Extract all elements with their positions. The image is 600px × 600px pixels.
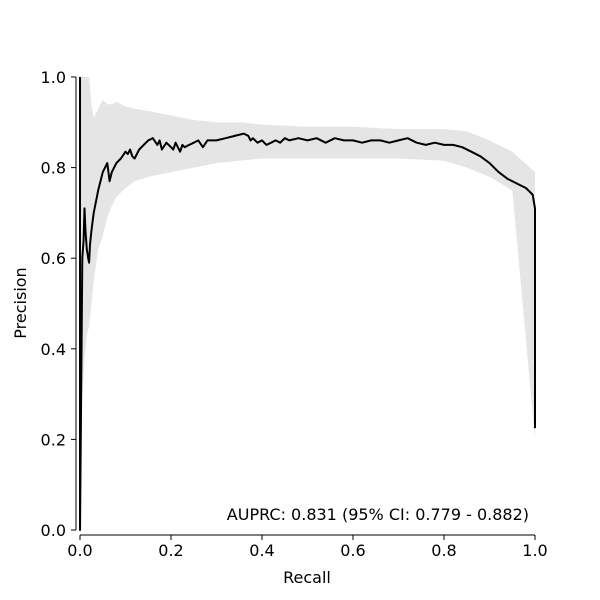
y-ticks: 0.0 0.2 0.4 0.6 0.8 1.0 bbox=[41, 68, 76, 540]
x-ticks: 0.0 0.2 0.4 0.6 0.8 1.0 bbox=[67, 535, 548, 560]
x-tick-label: 0.0 bbox=[67, 541, 92, 560]
x-axis-label: Recall bbox=[283, 568, 331, 587]
y-tick-label: 1.0 bbox=[41, 68, 66, 87]
x-tick-label: 0.8 bbox=[431, 541, 456, 560]
x-tick-label: 1.0 bbox=[522, 541, 547, 560]
x-tick-label: 0.6 bbox=[340, 541, 365, 560]
y-tick-label: 0.4 bbox=[41, 340, 66, 359]
y-tick-label: 0.2 bbox=[41, 430, 66, 449]
confidence-band bbox=[80, 77, 535, 530]
y-axis-label: Precision bbox=[11, 267, 30, 338]
x-tick-label: 0.2 bbox=[158, 541, 183, 560]
x-tick-label: 0.4 bbox=[249, 541, 274, 560]
y-tick-label: 0.0 bbox=[41, 521, 66, 540]
auprc-annotation: AUPRC: 0.831 (95% CI: 0.779 - 0.882) bbox=[227, 505, 529, 524]
y-tick-label: 0.6 bbox=[41, 249, 66, 268]
pr-curve-layer bbox=[79, 77, 536, 531]
pr-curve-line bbox=[79, 77, 536, 531]
axes bbox=[75, 77, 535, 536]
confidence-band-layer bbox=[80, 77, 535, 530]
y-tick-label: 0.8 bbox=[41, 159, 66, 178]
